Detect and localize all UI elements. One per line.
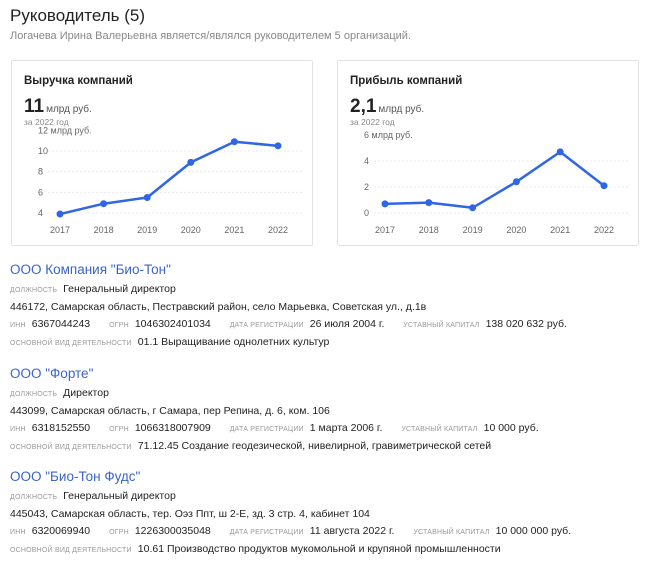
revenue-card: Выручка компаний 11 млрд руб. за 2022 год… bbox=[11, 60, 313, 246]
x-tick-label: 2020 bbox=[506, 225, 526, 235]
data-point bbox=[469, 204, 477, 212]
y-tick-label: 2 bbox=[364, 182, 369, 192]
data-point bbox=[230, 138, 238, 146]
y-tick-label: 10 bbox=[38, 146, 48, 156]
x-tick-label: 2021 bbox=[224, 225, 244, 235]
revenue-year: за 2022 год bbox=[24, 117, 69, 127]
org-reg-date: 1 марта 2006 г. bbox=[309, 422, 383, 434]
activity-label: ОСНОВНОЙ ВИД ДЕЯТЕЛЬНОСТИ bbox=[10, 340, 132, 347]
revenue-value: 11 млрд руб. bbox=[24, 96, 92, 118]
position-label: ДОЛЖНОСТЬ bbox=[10, 494, 58, 501]
y-axis-unit-label: 12 млрд руб. bbox=[38, 125, 92, 135]
org-name-link[interactable]: ООО "Форте" bbox=[10, 366, 94, 381]
profit-value-unit: млрд руб. bbox=[378, 104, 425, 115]
org-position: Генеральный директор bbox=[63, 490, 176, 502]
data-point bbox=[187, 158, 195, 166]
x-tick-label: 2019 bbox=[463, 225, 483, 235]
data-point bbox=[556, 148, 564, 156]
data-point bbox=[381, 200, 389, 208]
x-tick-label: 2020 bbox=[181, 225, 201, 235]
profit-card: Прибыль компаний 2,1 млрд руб. за 2022 го… bbox=[337, 60, 639, 246]
revenue-value-unit: млрд руб. bbox=[46, 104, 92, 115]
profit-value: 2,1 млрд руб. bbox=[350, 96, 424, 118]
org-activity: 01.1 Выращивание однолетних культур bbox=[137, 336, 330, 348]
org-position: Генеральный директор bbox=[63, 283, 176, 295]
org-activity: 10.61 Производство продуктов мукомольной… bbox=[137, 543, 501, 555]
activity-label: ОСНОВНОЙ ВИД ДЕЯТЕЛЬНОСТИ bbox=[10, 547, 132, 554]
x-tick-label: 2021 bbox=[550, 225, 570, 235]
org-ogrn: 1046302401034 bbox=[134, 318, 211, 330]
reg-date-label: ДАТА РЕГИСТРАЦИИ bbox=[229, 322, 304, 329]
data-point bbox=[56, 210, 64, 218]
org-item: ООО "Форте" ДОЛЖНОСТЬ Директор 443099, Са… bbox=[10, 366, 630, 456]
page-title: Руководитель (5) bbox=[10, 6, 146, 25]
org-reg-date: 11 августа 2022 г. bbox=[309, 525, 395, 537]
x-tick-label: 2019 bbox=[137, 225, 157, 235]
org-inn: 6318152550 bbox=[31, 422, 91, 434]
y-tick-label: 0 bbox=[364, 208, 369, 218]
revenue-value-number: 11 bbox=[24, 96, 45, 117]
capital-label: УСТАВНЫЙ КАПИТАЛ bbox=[403, 322, 480, 329]
x-tick-label: 2018 bbox=[94, 225, 114, 235]
series-line bbox=[384, 150, 605, 210]
org-address: 446172, Самарская область, Пестравский р… bbox=[10, 301, 427, 313]
y-tick-label: 6 bbox=[38, 187, 43, 197]
x-tick-label: 2018 bbox=[419, 225, 439, 235]
series-line bbox=[59, 140, 279, 216]
revenue-card-title: Выручка компаний bbox=[24, 75, 133, 87]
data-point bbox=[274, 142, 282, 150]
org-reg-date: 26 июля 2004 г. bbox=[309, 318, 385, 330]
org-address: 445043, Самарская область, тер. Оэз Ппт,… bbox=[10, 508, 370, 520]
profit-value-number: 2,1 bbox=[350, 96, 377, 117]
data-point bbox=[100, 200, 108, 208]
ogrn-label: ОГРН bbox=[109, 529, 129, 536]
org-name-link[interactable]: ООО "Био-Тон Фудс" bbox=[10, 469, 141, 484]
x-tick-label: 2022 bbox=[594, 225, 614, 235]
ogrn-label: ОГРН bbox=[109, 322, 129, 329]
profit-year: за 2022 год bbox=[350, 117, 395, 127]
capital-label: УСТАВНЫЙ КАПИТАЛ bbox=[401, 426, 478, 433]
profit-chart: 6 млрд руб. 0 2 4 2017 2018 2019 2020 2021 2022 bbox=[364, 130, 630, 235]
data-point bbox=[425, 199, 433, 207]
org-address: 443099, Самарская область, г Самара, пер… bbox=[10, 405, 330, 417]
org-capital: 138 020 632 руб. bbox=[485, 318, 567, 330]
reg-date-label: ДАТА РЕГИСТРАЦИИ bbox=[229, 426, 304, 433]
position-label: ДОЛЖНОСТЬ bbox=[10, 391, 58, 398]
org-item: ООО "Био-Тон Фудс" ДОЛЖНОСТЬ Генеральный … bbox=[10, 469, 630, 559]
org-activity: 71.12.45 Создание геодезической, нивелир… bbox=[137, 440, 492, 452]
page-subtitle: Логачева Ирина Валерьевна является/являл… bbox=[10, 30, 412, 42]
profit-card-title: Прибыль компаний bbox=[350, 75, 463, 87]
x-tick-label: 2017 bbox=[375, 225, 395, 235]
org-inn: 6320069940 bbox=[31, 525, 91, 537]
data-point bbox=[143, 194, 151, 201]
ogrn-label: ОГРН bbox=[109, 426, 129, 433]
position-label: ДОЛЖНОСТЬ bbox=[10, 287, 58, 294]
inn-label: ИНН bbox=[10, 322, 26, 329]
org-ogrn: 1226300035048 bbox=[134, 525, 211, 537]
data-point bbox=[600, 182, 608, 190]
org-item: ООО Компания "Био-Тон" ДОЛЖНОСТЬ Генераль… bbox=[10, 262, 630, 352]
org-position: Директор bbox=[63, 387, 109, 399]
y-axis-unit-label: 6 млрд руб. bbox=[364, 130, 413, 140]
data-point bbox=[512, 178, 520, 186]
y-tick-label: 8 bbox=[38, 167, 43, 177]
y-tick-label: 4 bbox=[364, 156, 369, 166]
capital-label: УСТАВНЫЙ КАПИТАЛ bbox=[413, 529, 490, 536]
org-name-link[interactable]: ООО Компания "Био-Тон" bbox=[10, 262, 171, 277]
org-ogrn: 1066318007909 bbox=[134, 422, 211, 434]
inn-label: ИНН bbox=[10, 529, 26, 536]
revenue-chart: 12 млрд руб. 4 6 8 10 2017 2018 2019 2020 2021 202… bbox=[38, 125, 304, 235]
inn-label: ИНН bbox=[10, 426, 26, 433]
activity-label: ОСНОВНОЙ ВИД ДЕЯТЕЛЬНОСТИ bbox=[10, 444, 132, 451]
x-tick-label: 2022 bbox=[268, 225, 288, 235]
org-capital: 10 000 руб. bbox=[483, 422, 539, 434]
x-tick-label: 2017 bbox=[50, 225, 70, 235]
org-inn: 6367044243 bbox=[31, 318, 91, 330]
reg-date-label: ДАТА РЕГИСТРАЦИИ bbox=[229, 529, 304, 536]
org-capital: 10 000 000 руб. bbox=[495, 525, 572, 537]
y-tick-label: 4 bbox=[38, 208, 43, 218]
